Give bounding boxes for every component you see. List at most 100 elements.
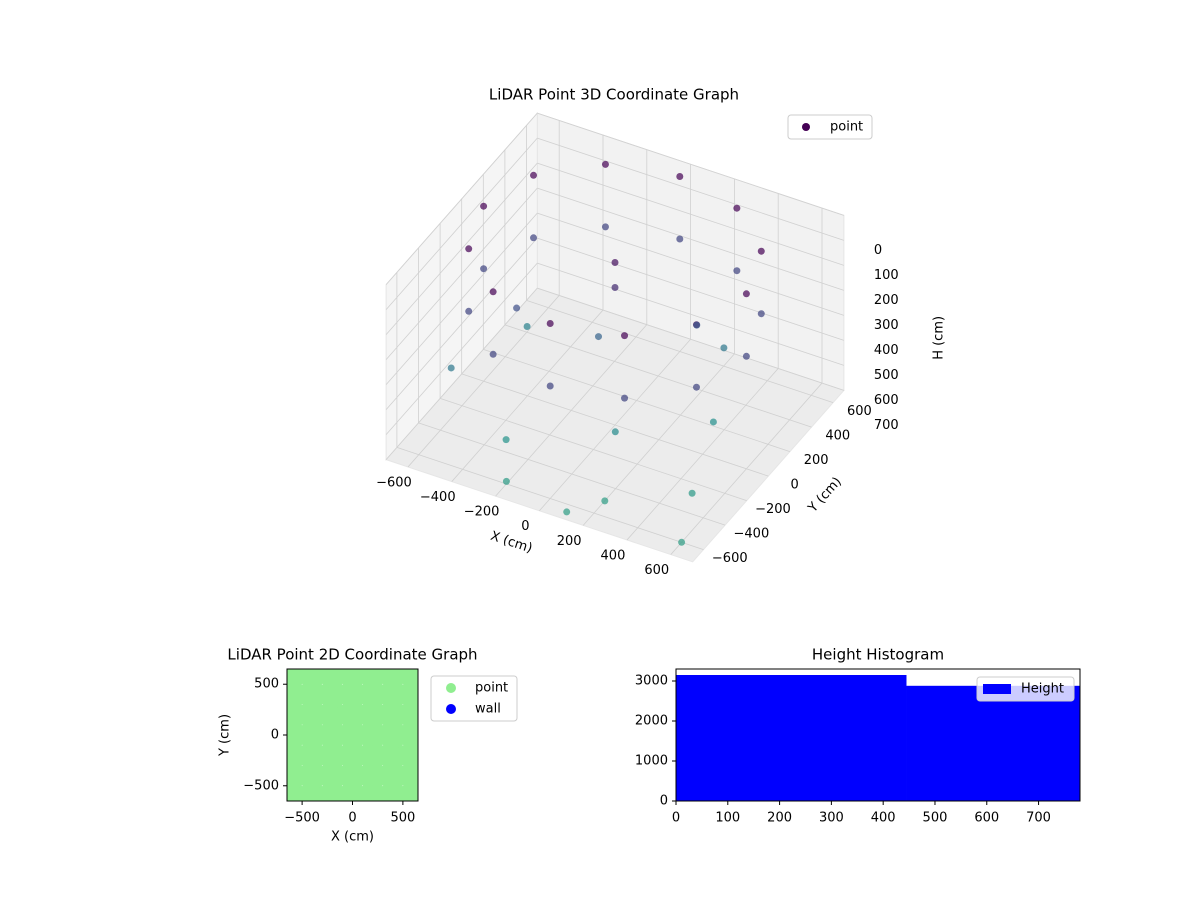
grid-line	[385, 212, 538, 385]
point	[611, 428, 619, 436]
grid-line	[537, 187, 845, 291]
point	[676, 235, 684, 243]
z-tick-label: 0	[874, 243, 882, 258]
grid-line	[537, 112, 845, 216]
legend-box	[976, 676, 1075, 702]
y-tick-label: −500	[243, 778, 279, 793]
grid-line	[461, 373, 769, 477]
point	[595, 333, 602, 341]
x-axis-label: X (cm)	[331, 830, 374, 845]
point	[338, 721, 367, 749]
x-tick-label: 600	[644, 563, 669, 578]
z-axis-label: H (cm)	[931, 316, 946, 360]
point	[338, 680, 367, 709]
z-tick-label: 700	[874, 418, 899, 433]
legend-marker	[446, 704, 456, 714]
point	[358, 700, 387, 729]
x-tick-label: 0	[521, 519, 529, 534]
legend-box	[787, 114, 873, 140]
point	[480, 202, 488, 210]
x-tick-label: 600	[974, 811, 999, 826]
z-tick-label: 400	[874, 343, 899, 358]
point	[530, 234, 538, 242]
z-tick-label: 500	[874, 368, 899, 383]
y-tick-label: 400	[825, 428, 850, 443]
y-tick-label: 600	[847, 404, 872, 419]
x-tick-label: 400	[871, 811, 896, 826]
point	[398, 669, 418, 689]
point	[720, 344, 728, 352]
y-tick-label: 0	[790, 477, 798, 492]
y-tick-label: 500	[254, 677, 279, 692]
y-tick-label: 3000	[635, 674, 668, 689]
grid-line	[439, 398, 747, 501]
point	[298, 741, 327, 770]
point	[378, 761, 407, 790]
point	[318, 700, 347, 729]
x-tick-label: 0	[348, 811, 356, 826]
point	[611, 259, 619, 266]
grid-line	[385, 287, 538, 460]
point	[757, 247, 765, 255]
point	[742, 290, 750, 298]
z-tick-label: 100	[874, 268, 899, 283]
x-tick-label: 200	[767, 811, 792, 826]
bar	[906, 685, 1080, 801]
x-tick-label: −600	[376, 475, 412, 490]
y-axis-label: Y (cm)	[218, 714, 233, 757]
point	[563, 508, 571, 516]
point	[465, 245, 473, 253]
point	[621, 394, 629, 402]
grid-line	[385, 237, 538, 410]
legend-marker	[446, 683, 456, 693]
grid-line	[385, 112, 538, 285]
point	[489, 350, 497, 358]
legend-label: Height	[1021, 682, 1064, 697]
point	[688, 489, 696, 497]
legend-label: wall	[475, 702, 501, 717]
grid-line	[385, 187, 538, 360]
grid-line	[537, 162, 845, 266]
grid-line	[526, 300, 834, 403]
point	[502, 477, 510, 485]
x-tick-label: −500	[284, 811, 320, 826]
chart-title: LiDAR Point 2D Coordinate Graph	[227, 646, 477, 664]
point	[318, 761, 347, 790]
point	[733, 267, 741, 275]
grid-line	[537, 262, 845, 366]
legend-label: point	[830, 120, 863, 135]
point	[298, 700, 327, 729]
point	[465, 307, 473, 315]
y-tick-label: 200	[804, 453, 829, 468]
x-tick-label: −200	[464, 505, 500, 520]
x-tick-label: 400	[601, 548, 626, 563]
point	[489, 288, 497, 296]
x-tick-label: 300	[819, 811, 844, 826]
x-tick-label: 100	[715, 811, 740, 826]
legend-marker	[802, 123, 810, 131]
point	[733, 204, 741, 212]
point	[358, 761, 387, 790]
y-tick-label: −400	[734, 526, 770, 541]
grid-line	[537, 237, 845, 341]
chart-title: Height Histogram	[812, 646, 944, 664]
point	[318, 721, 347, 749]
point	[601, 160, 609, 168]
point	[513, 304, 521, 312]
z-tick-label: 600	[874, 393, 899, 408]
point	[298, 721, 327, 749]
x-tick-label: 700	[1026, 811, 1051, 826]
x-tick-label: 0	[672, 811, 680, 826]
point	[358, 721, 387, 749]
x-tick-label: −400	[420, 490, 456, 505]
x-tick-label: 500	[923, 811, 948, 826]
z-tick-label: 300	[874, 318, 899, 333]
point	[611, 284, 619, 291]
y-tick-label: 0	[271, 728, 279, 743]
point	[692, 383, 700, 391]
point	[298, 680, 327, 709]
point	[378, 700, 407, 729]
point	[338, 741, 367, 770]
point	[502, 436, 510, 444]
